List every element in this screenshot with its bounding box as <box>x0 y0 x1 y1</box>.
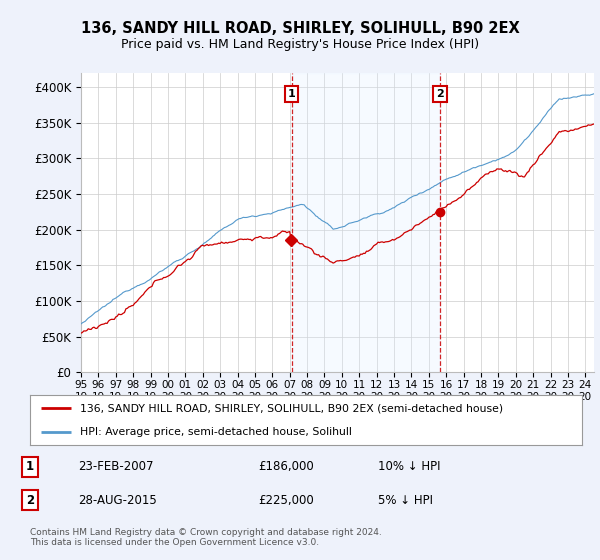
Text: 28-AUG-2015: 28-AUG-2015 <box>78 494 157 507</box>
Text: 5% ↓ HPI: 5% ↓ HPI <box>378 494 433 507</box>
Text: £225,000: £225,000 <box>258 494 314 507</box>
Text: 136, SANDY HILL ROAD, SHIRLEY, SOLIHULL, B90 2EX (semi-detached house): 136, SANDY HILL ROAD, SHIRLEY, SOLIHULL,… <box>80 403 503 413</box>
Text: 1: 1 <box>26 460 34 473</box>
Text: 2: 2 <box>436 89 444 99</box>
Text: 2: 2 <box>26 494 34 507</box>
Text: HPI: Average price, semi-detached house, Solihull: HPI: Average price, semi-detached house,… <box>80 427 352 437</box>
Text: Contains HM Land Registry data © Crown copyright and database right 2024.
This d: Contains HM Land Registry data © Crown c… <box>30 528 382 547</box>
Text: 23-FEB-2007: 23-FEB-2007 <box>78 460 154 473</box>
Text: £186,000: £186,000 <box>258 460 314 473</box>
Text: Price paid vs. HM Land Registry's House Price Index (HPI): Price paid vs. HM Land Registry's House … <box>121 38 479 50</box>
Text: 136, SANDY HILL ROAD, SHIRLEY, SOLIHULL, B90 2EX: 136, SANDY HILL ROAD, SHIRLEY, SOLIHULL,… <box>80 21 520 36</box>
Text: 10% ↓ HPI: 10% ↓ HPI <box>378 460 440 473</box>
Text: 1: 1 <box>288 89 296 99</box>
Bar <box>292 73 440 372</box>
